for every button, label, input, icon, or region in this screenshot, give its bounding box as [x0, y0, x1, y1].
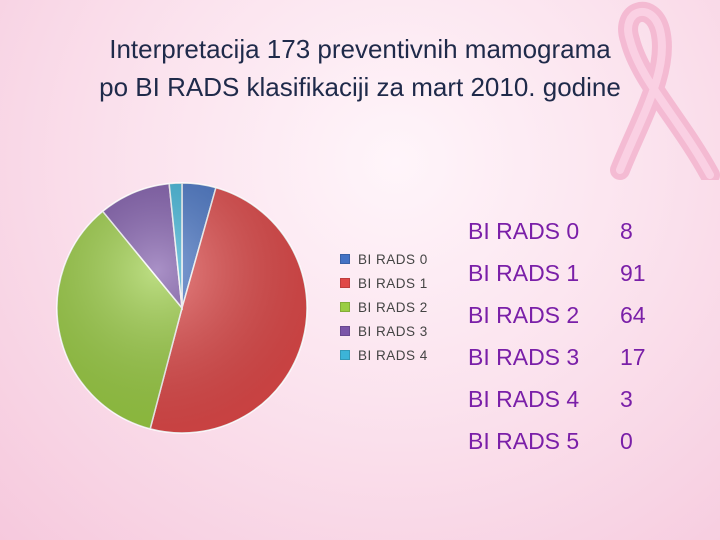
pie-chart — [56, 182, 308, 434]
legend-swatch — [340, 350, 350, 360]
legend-item: BI RADS 1 — [340, 271, 428, 295]
counts-table: BI RADS 0 8 BI RADS 1 91 BI RADS 2 64 BI RADS … — [468, 210, 680, 462]
table-row: BI RADS 5 0 — [468, 420, 680, 462]
title-line-2: po BI RADS klasifikaciji za mart 2010. g… — [99, 72, 621, 102]
legend-label: BI RADS 2 — [358, 299, 428, 315]
page-title: Interpretacija 173 preventivnih mamogram… — [0, 30, 720, 106]
table-row: BI RADS 1 91 — [468, 252, 680, 294]
chart-legend: BI RADS 0 BI RADS 1 BI RADS 2 BI RADS 3 BI R… — [340, 247, 428, 367]
row-value: 0 — [620, 427, 633, 454]
row-label: BI RADS 3 — [468, 343, 580, 370]
legend-swatch — [340, 302, 350, 312]
legend-label: BI RADS 4 — [358, 347, 428, 363]
legend-label: BI RADS 0 — [358, 251, 428, 267]
table-row: BI RADS 4 3 — [468, 378, 680, 420]
table-row: BI RADS 0 8 — [468, 210, 680, 252]
title-line-1: Interpretacija 173 preventivnih mamogram… — [109, 34, 611, 64]
pink-ribbon-icon — [610, 1, 720, 180]
row-label: BI RADS 5 — [468, 427, 580, 454]
legend-swatch — [340, 254, 350, 264]
row-value: 8 — [620, 217, 633, 244]
row-label: BI RADS 1 — [468, 259, 580, 286]
row-label: BI RADS 4 — [468, 385, 580, 412]
legend-item: BI RADS 0 — [340, 247, 428, 271]
row-value: 17 — [620, 343, 646, 370]
legend-item: BI RADS 3 — [340, 319, 428, 343]
legend-swatch — [340, 326, 350, 336]
legend-label: BI RADS 1 — [358, 275, 428, 291]
table-row: BI RADS 2 64 — [468, 294, 680, 336]
row-label: BI RADS 0 — [468, 217, 580, 244]
row-value: 64 — [620, 301, 646, 328]
row-value: 3 — [620, 385, 633, 412]
legend-item: BI RADS 4 — [340, 343, 428, 367]
table-row: BI RADS 3 17 — [468, 336, 680, 378]
legend-item: BI RADS 2 — [340, 295, 428, 319]
row-label: BI RADS 2 — [468, 301, 580, 328]
legend-swatch — [340, 278, 350, 288]
row-value: 91 — [620, 259, 646, 286]
legend-label: BI RADS 3 — [358, 323, 428, 339]
